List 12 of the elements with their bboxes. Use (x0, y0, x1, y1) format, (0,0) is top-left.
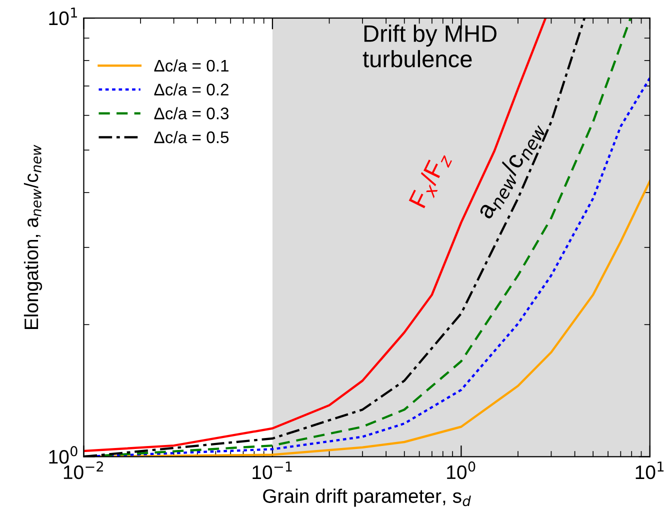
annotation: F$_{x}$/F$_{z}$ (408, 150, 453, 210)
annotation: a$_{new}$/c$_{new}$ (474, 118, 547, 222)
legend-label: Δc/a = 0.2 (154, 83, 228, 96)
y-axis-title: Elongation, a$_{new}$/c$_{new}$ (24, 144, 42, 329)
band-label: Drift by MHD turbulence (362, 24, 496, 68)
x-tick-label: 10$^{1}$ (636, 462, 664, 480)
x-tick-label: 10$^{−1}$ (252, 462, 292, 480)
x-tick-label: 10$^{0}$ (447, 461, 476, 480)
legend-label: Δc/a = 0.1 (154, 59, 228, 72)
legend-label: Δc/a = 0.3 (154, 107, 229, 120)
legend-label: Δc/a = 0.5 (154, 130, 229, 144)
x-axis-title: Grain drift parameter, s$_{d}$ (263, 488, 471, 507)
